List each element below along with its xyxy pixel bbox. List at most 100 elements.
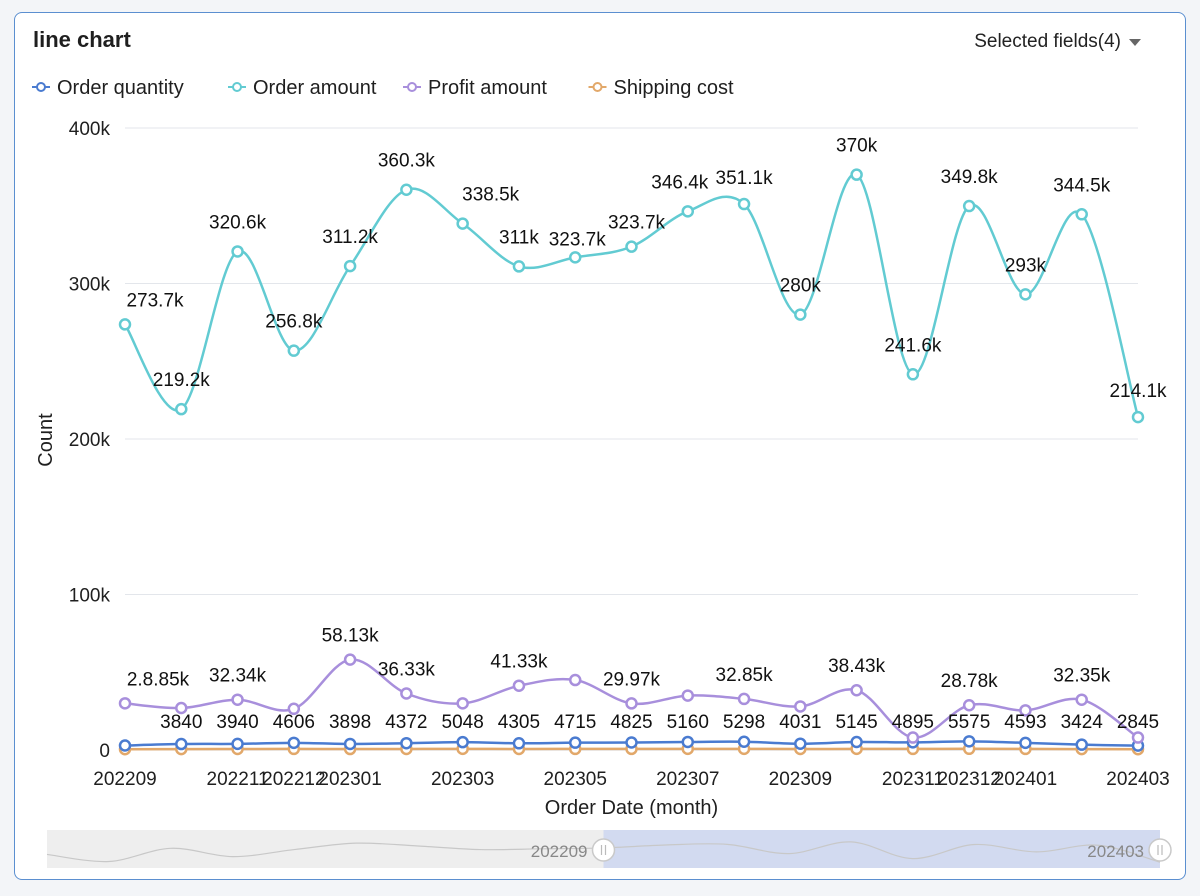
- data-point[interactable]: [231, 693, 244, 706]
- data-point[interactable]: [512, 260, 526, 273]
- data-label: 311k: [499, 227, 539, 248]
- data-point[interactable]: [400, 736, 413, 750]
- data-label: 4305: [498, 712, 540, 733]
- data-point[interactable]: [568, 736, 582, 749]
- data-label: 346.4k: [651, 172, 709, 193]
- data-point[interactable]: [568, 251, 582, 264]
- data-point[interactable]: [625, 240, 638, 253]
- data-point[interactable]: [512, 737, 526, 750]
- x-tick-label: 202305: [544, 769, 607, 790]
- data-point[interactable]: [1131, 731, 1145, 744]
- data-label: 29.97k: [603, 669, 661, 690]
- data-point[interactable]: [737, 735, 751, 749]
- zoom-slider: 202209 202403: [46, 830, 1172, 868]
- data-point[interactable]: [737, 692, 751, 706]
- data-label: 311.2k: [322, 227, 378, 248]
- legend-label: Order amount: [253, 77, 377, 99]
- data-point[interactable]: [681, 735, 695, 749]
- data-point[interactable]: [287, 736, 301, 750]
- data-label: 370k: [836, 136, 878, 157]
- data-point[interactable]: [343, 737, 357, 751]
- data-point[interactable]: [343, 653, 357, 666]
- data-point[interactable]: [962, 698, 976, 712]
- data-point[interactable]: [175, 737, 188, 751]
- data-point[interactable]: [625, 697, 638, 710]
- chart-card: line chart Selected fields(4): [14, 12, 1186, 880]
- data-point[interactable]: [400, 183, 413, 196]
- legend-item-3[interactable]: Shipping cost: [588, 77, 735, 99]
- data-point[interactable]: [343, 259, 357, 273]
- data-point[interactable]: [681, 205, 695, 218]
- legend-item-0[interactable]: Order quantity: [32, 77, 184, 99]
- selected-fields-dropdown[interactable]: Selected fields(4): [974, 31, 1141, 53]
- data-point[interactable]: [1019, 704, 1032, 717]
- data-label: 4825: [610, 712, 652, 733]
- series-lines: [123, 173, 1140, 751]
- data-point[interactable]: [456, 217, 469, 230]
- data-point[interactable]: [1019, 736, 1032, 750]
- data-label: 351.1k: [716, 168, 774, 189]
- data-point[interactable]: [287, 702, 301, 716]
- data-point[interactable]: [118, 739, 132, 752]
- data-point[interactable]: [681, 689, 695, 702]
- data-point[interactable]: [1075, 208, 1088, 221]
- data-point[interactable]: [850, 168, 863, 181]
- data-label: 256.8k: [265, 312, 323, 333]
- data-point[interactable]: [118, 697, 132, 710]
- data-label: 3940: [216, 712, 258, 733]
- data-label: 280k: [780, 276, 822, 297]
- data-point[interactable]: [456, 697, 469, 710]
- data-point[interactable]: [1019, 288, 1032, 301]
- data-point[interactable]: [1075, 693, 1088, 706]
- zoom-handle-end[interactable]: [1148, 838, 1172, 862]
- y-tick-label: 400k: [69, 119, 111, 140]
- x-tick-label: 202307: [656, 769, 719, 790]
- zoom-selection[interactable]: [603, 830, 1161, 868]
- data-point[interactable]: [625, 736, 638, 749]
- legend-item-2[interactable]: Profit amount: [403, 77, 547, 99]
- data-point[interactable]: [794, 308, 807, 321]
- data-label: 344.5k: [1053, 175, 1111, 196]
- data-label: 5048: [442, 712, 484, 733]
- data-label: 36.33k: [378, 660, 436, 681]
- data-label: 28.78k: [941, 671, 999, 692]
- data-point[interactable]: [175, 402, 188, 416]
- data-point[interactable]: [456, 735, 469, 749]
- x-tick-label: 202301: [318, 769, 381, 790]
- data-point[interactable]: [118, 318, 132, 331]
- data-point[interactable]: [962, 735, 976, 748]
- data-point[interactable]: [400, 687, 413, 700]
- legend-label: Shipping cost: [614, 77, 735, 99]
- legend-label: Order quantity: [57, 77, 184, 99]
- data-point[interactable]: [231, 245, 244, 258]
- data-point[interactable]: [1131, 410, 1145, 424]
- legend-item-1[interactable]: Order amount: [228, 77, 377, 99]
- data-point[interactable]: [850, 683, 863, 697]
- data-label: 3840: [160, 712, 202, 733]
- data-point[interactable]: [231, 737, 244, 751]
- data-point[interactable]: [850, 735, 863, 749]
- data-label: 2845: [1117, 712, 1159, 733]
- data-point[interactable]: [512, 679, 526, 692]
- data-point[interactable]: [287, 344, 301, 357]
- zoom-end-label: 202403: [1087, 842, 1144, 861]
- legend-label: Profit amount: [428, 77, 547, 99]
- x-tick-label: 202303: [431, 769, 494, 790]
- x-tick-label: 202211: [207, 769, 269, 790]
- data-point[interactable]: [962, 199, 976, 213]
- data-point[interactable]: [906, 731, 920, 744]
- data-point[interactable]: [1075, 738, 1088, 751]
- y-tick-label: 300k: [69, 275, 111, 296]
- zoom-handle-start[interactable]: [591, 838, 616, 862]
- data-point[interactable]: [175, 701, 188, 715]
- data-point[interactable]: [794, 700, 807, 713]
- y-tick-label: 100k: [69, 586, 111, 607]
- data-label: 320.6k: [209, 212, 267, 233]
- data-point[interactable]: [568, 673, 582, 687]
- data-label: 360.3k: [378, 151, 436, 172]
- data-point[interactable]: [794, 737, 807, 750]
- legend: Order quantity Order amount Profit amount S…: [32, 77, 734, 99]
- data-point[interactable]: [906, 368, 920, 381]
- data-label: 3898: [329, 712, 371, 733]
- data-point[interactable]: [737, 197, 751, 211]
